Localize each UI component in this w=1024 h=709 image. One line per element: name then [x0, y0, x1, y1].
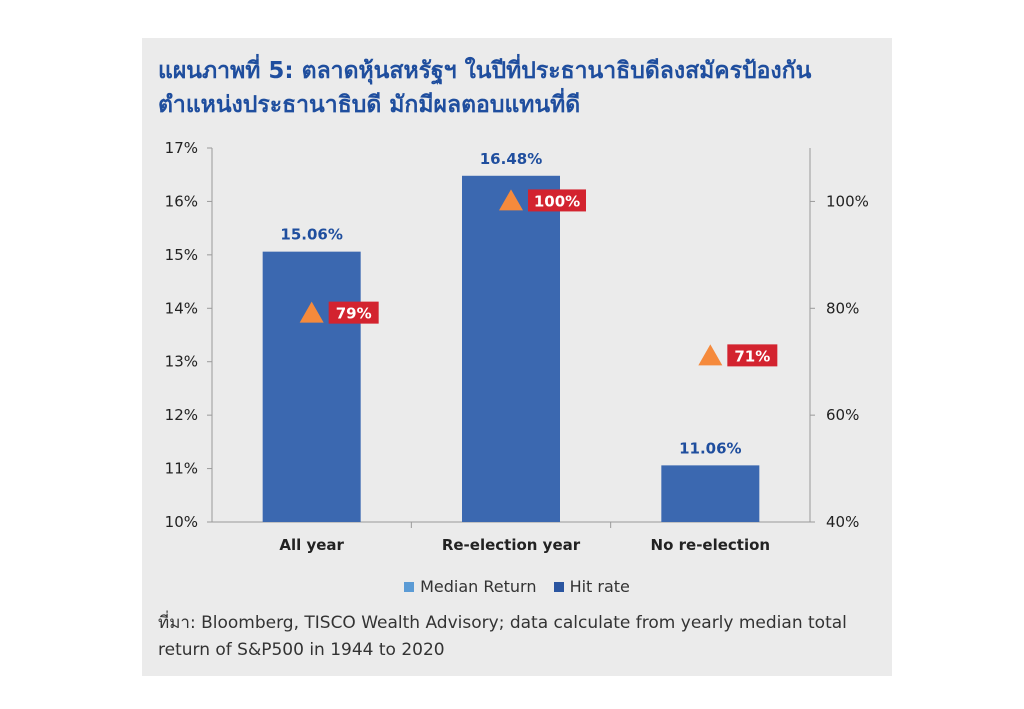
legend-label-hit-rate: Hit rate: [569, 577, 630, 596]
legend-item-median-return: Median Return: [404, 577, 536, 596]
legend-swatch-median-return: [404, 581, 415, 592]
median-return-bar: [462, 175, 560, 523]
median-return-bar: [262, 251, 361, 522]
legend-swatch-hit-rate: [553, 581, 564, 592]
hit-rate-marker: [499, 189, 523, 211]
left-axis-tick-label: 17%: [165, 139, 198, 157]
x-axis-category-label: Re-election year: [442, 536, 581, 554]
x-axis-category-label: No re-election: [651, 536, 771, 554]
median-return-label: 16.48%: [480, 150, 542, 168]
left-axis-tick-label: 13%: [165, 353, 198, 371]
right-axis-tick-label: 80%: [826, 299, 859, 317]
left-axis-tick-label: 10%: [165, 513, 198, 531]
left-axis-tick-label: 15%: [165, 246, 198, 264]
x-axis-category-label: All year: [279, 536, 344, 554]
bar-chart: 10% 11% 12% 13% 14% 15% 16% 17% 40% 60% 80% 100% 15.…: [165, 139, 869, 554]
right-axis-tick-label: 40%: [826, 513, 859, 531]
source-note: ที่มา: Bloomberg, TISCO Wealth Advisory;…: [158, 613, 847, 660]
left-axis-tick-label: 16%: [165, 192, 198, 210]
left-axis-tick-label: 12%: [165, 406, 198, 424]
right-axis-tick-label: 100%: [826, 192, 869, 210]
chart-title-line-1: แผนภาพที่ 5: ตลาดหุ้นสหรัฐฯ ในปีที่ประธา…: [158, 58, 812, 84]
hit-rate-label-box: [727, 344, 778, 367]
legend-item-hit-rate: Hit rate: [553, 577, 630, 596]
chart-title-line-2: ตำแหน่งประธานาธิบดี มักมีผลตอบแทนที่ดี: [158, 92, 581, 118]
left-axis-tick-label: 14%: [165, 299, 198, 317]
left-axis-tick-label: 11%: [165, 460, 198, 478]
median-return-label: 11.06%: [679, 439, 741, 457]
legend-label-median-return: Median Return: [420, 577, 537, 596]
hit-rate-label-box: [328, 301, 379, 324]
chart-title: แผนภาพที่ 5: ตลาดหุ้นสหรัฐฯ ในปีที่ประธา…: [158, 54, 878, 122]
median-return-label: 15.06%: [280, 226, 342, 244]
hit-rate-label: 100%: [534, 192, 580, 210]
hit-rate-label: 79%: [336, 305, 372, 323]
hit-rate-label: 71%: [734, 347, 770, 365]
right-axis-tick-label: 60%: [826, 406, 859, 424]
hit-rate-marker: [698, 344, 723, 366]
median-return-bar: [661, 465, 760, 522]
hit-rate-marker: [299, 301, 324, 323]
legend: Median Return Hit rate: [142, 577, 892, 596]
chart-card: แผนภาพที่ 5: ตลาดหุ้นสหรัฐฯ ในปีที่ประธา…: [142, 38, 892, 676]
hit-rate-label-box: [528, 189, 586, 212]
